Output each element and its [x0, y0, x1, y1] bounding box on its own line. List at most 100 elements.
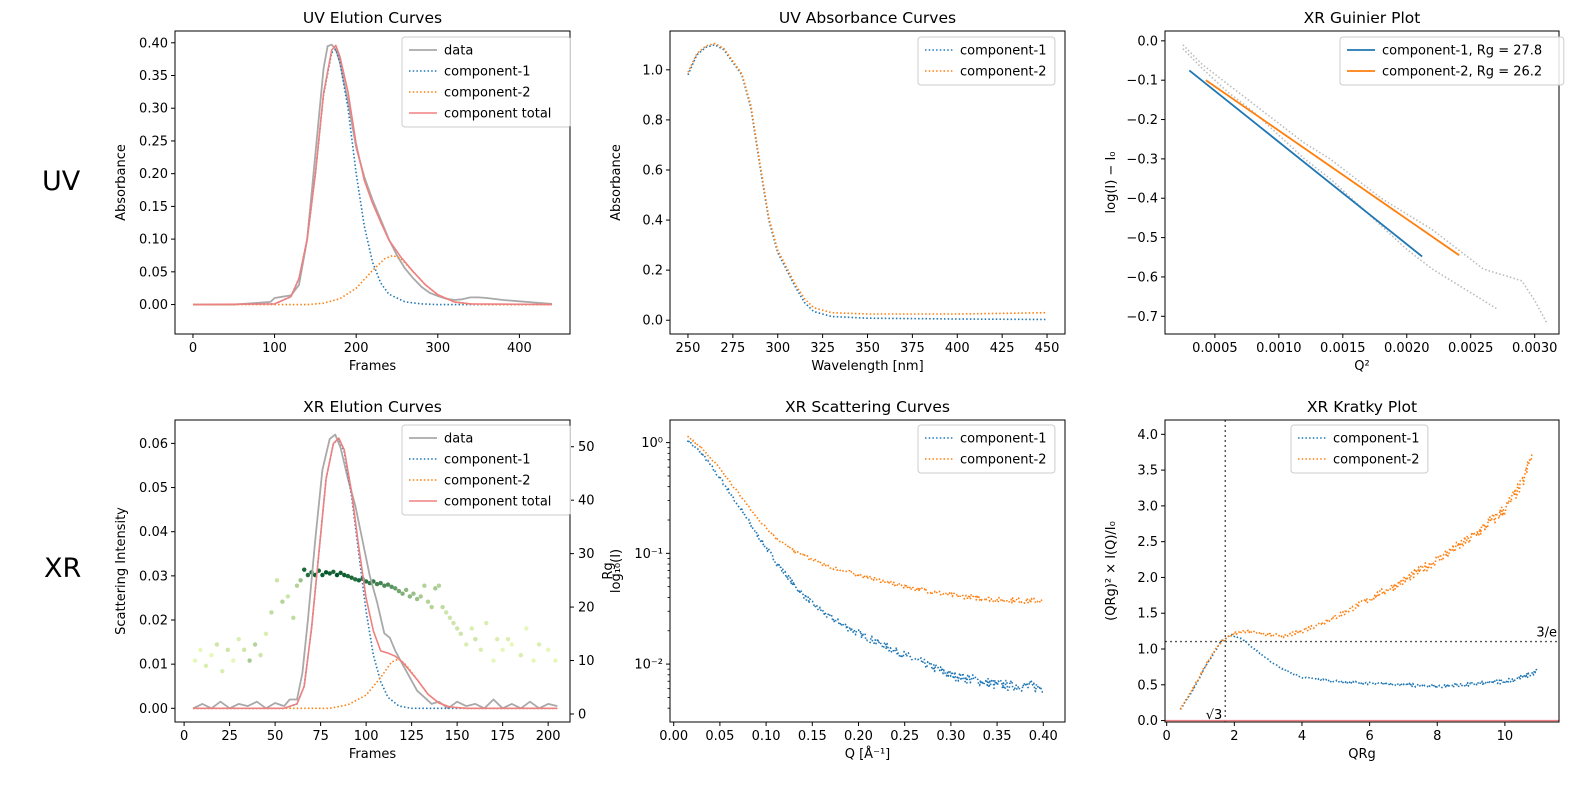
x-tick-label: 25 [221, 729, 238, 744]
rg-point [509, 642, 514, 647]
legend-box [917, 424, 1056, 474]
y-axis-label: (QRg)² × I(Q)/I₀ [1104, 521, 1119, 621]
y-tick-label: 10⁻¹ [634, 547, 663, 562]
chart-title: UV Elution Curves [303, 9, 442, 27]
rg-point [363, 579, 369, 584]
rg-point [353, 577, 358, 582]
x-tick-label: 375 [900, 341, 925, 356]
x-tick-label: 325 [810, 341, 835, 356]
chart-title: XR Kratky Plot [1307, 398, 1417, 416]
plot-frame [174, 30, 571, 335]
x-tick-label: 150 [445, 729, 470, 744]
rg-point [400, 591, 405, 596]
rg-point [378, 580, 383, 586]
y-tick-label: 0.01 [139, 658, 168, 673]
x-axis-label: Frames [349, 359, 397, 374]
x-axis-label: Q² [1354, 359, 1369, 374]
series-component-total [192, 44, 553, 306]
rg-point [231, 658, 236, 663]
y-tick-label: −0.3 [1126, 152, 1158, 167]
rg-point [553, 658, 558, 663]
y-tick-label: 0.35 [139, 69, 168, 84]
x-tick-label: 0 [189, 341, 197, 356]
legend-label: component-1 [960, 432, 1047, 447]
plot-area [192, 433, 558, 710]
legend: data component-1 component-2 component tota… [401, 36, 571, 128]
y-tick-label: 0.00 [139, 298, 168, 313]
x-tick-label: 400 [507, 341, 532, 356]
x-tick-label: 10 [1497, 729, 1514, 744]
rg-point [323, 570, 329, 575]
rg-point [447, 615, 453, 620]
y-tick-label: 10⁻² [634, 658, 663, 673]
x-axis-label: Wavelength [nm] [811, 359, 923, 374]
y-tick-label: 0.0 [1137, 34, 1158, 49]
y2-tick-label: 40 [578, 494, 595, 509]
series-component-2 [1179, 453, 1533, 710]
y-tick-label: 0.4 [642, 214, 663, 229]
y-tick-label: 0.40 [139, 36, 168, 51]
rg-point [382, 583, 387, 588]
rg-point [469, 626, 474, 631]
chart-xr_guinier: 0.0005 0.0010 0.0015 0.0020 0.0025 0.0030 0.0 −… [1104, 9, 1565, 374]
y-axis-label: log(I) − I₀ [1104, 152, 1119, 214]
rg-point [298, 578, 303, 583]
plot-frame [174, 419, 571, 723]
y2-tick-label: 20 [578, 601, 595, 616]
y2-tick-label: 0 [578, 707, 586, 722]
rg-point [389, 584, 394, 589]
rg-point [396, 588, 402, 594]
x-tick-label: 300 [765, 341, 790, 356]
plot-area [686, 435, 1044, 693]
x-tick-label: 0.40 [1029, 729, 1058, 744]
x-tick-label: 425 [990, 341, 1015, 356]
rg-point [440, 604, 445, 610]
legend-label: component-1, Rg = 27.8 [1382, 44, 1542, 59]
y-axis-label: Scattering Intensity [114, 507, 129, 635]
legend-label: component-1 [444, 453, 531, 468]
series-component-1 [687, 44, 1048, 321]
x-tick-label: 0.0030 [1512, 341, 1558, 356]
rg-point [425, 599, 431, 604]
legend-label: component-2 [1333, 453, 1420, 468]
rg-point [536, 642, 542, 647]
legend-label: data [444, 44, 473, 59]
y-tick-label: 1.5 [1137, 607, 1158, 622]
series-data [193, 43, 553, 306]
legend-box [917, 36, 1056, 86]
rg-point [252, 642, 258, 647]
legend-label: component-2 [444, 474, 531, 489]
chart-title: XR Elution Curves [303, 398, 442, 416]
x-tick-label: 50 [267, 729, 284, 744]
x-tick-label: 400 [945, 341, 970, 356]
legend-label: component-1 [960, 44, 1047, 59]
rg-point [356, 578, 362, 583]
y-tick-label: 2.5 [1137, 535, 1158, 550]
x-tick-label: 0.00 [659, 729, 688, 744]
legend-box [401, 36, 571, 128]
rg-point [500, 647, 505, 653]
series-component-1 [686, 438, 1044, 693]
x-tick-label: 0.0025 [1448, 341, 1494, 356]
y-tick-label: 2.0 [1137, 571, 1158, 586]
rg-point [305, 572, 311, 578]
rg-point [451, 620, 456, 626]
chart-title: XR Guinier Plot [1304, 9, 1421, 27]
rg-point [418, 594, 423, 599]
plot-area [687, 42, 1048, 321]
x-tick-label: 8 [1433, 729, 1441, 744]
rg-point [433, 586, 438, 591]
chart-title: XR Scattering Curves [785, 398, 950, 416]
rg-point [220, 669, 225, 674]
x-tick-label: 125 [399, 729, 424, 744]
x-tick-label: 0.05 [705, 729, 734, 744]
x-tick-label: 0.0005 [1192, 341, 1238, 356]
rg-point [473, 636, 478, 642]
y-tick-label: −0.1 [1126, 74, 1158, 89]
rg-point [338, 570, 343, 576]
rg-point [444, 610, 449, 615]
y-tick-label: 0.25 [139, 134, 168, 149]
legend-label: component total [444, 495, 551, 510]
x-tick-label: 0 [180, 729, 188, 744]
